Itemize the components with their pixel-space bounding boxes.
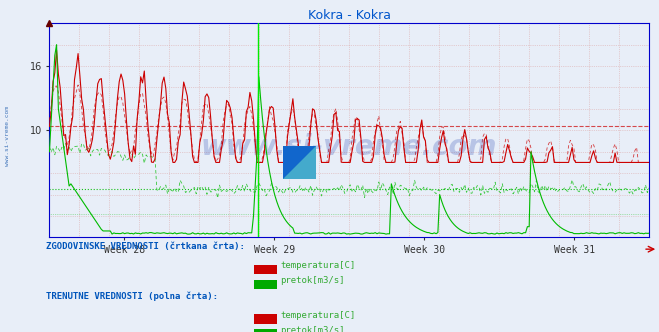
Text: ZGODOVINSKE VREDNOSTI (črtkana črta):: ZGODOVINSKE VREDNOSTI (črtkana črta): <box>46 242 245 251</box>
Text: temperatura[C]: temperatura[C] <box>280 261 355 270</box>
Text: temperatura[C]: temperatura[C] <box>280 311 355 320</box>
Text: pretok[m3/s]: pretok[m3/s] <box>280 326 345 332</box>
Text: pretok[m3/s]: pretok[m3/s] <box>280 276 345 285</box>
Polygon shape <box>283 146 316 179</box>
Text: www.si-vreme.com: www.si-vreme.com <box>5 106 11 166</box>
Title: Kokra - Kokra: Kokra - Kokra <box>308 9 391 22</box>
Polygon shape <box>283 146 316 179</box>
Text: TRENUTNE VREDNOSTI (polna črta):: TRENUTNE VREDNOSTI (polna črta): <box>46 291 218 301</box>
Text: www.si-vreme.com: www.si-vreme.com <box>201 133 498 161</box>
